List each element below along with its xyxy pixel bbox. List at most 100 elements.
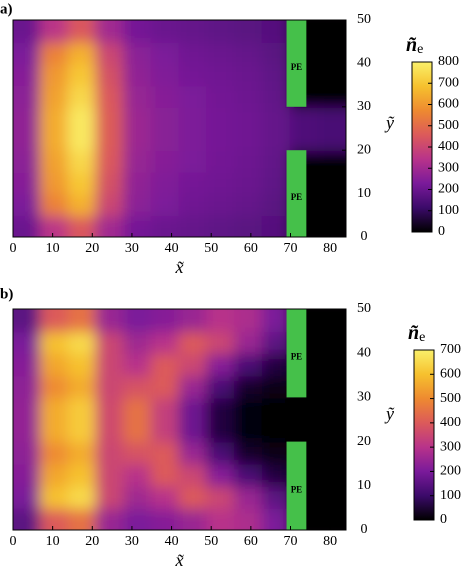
heatmap-cell bbox=[123, 462, 153, 487]
x-tick-label: 0 bbox=[10, 534, 17, 549]
heatmap-cell bbox=[234, 214, 264, 237]
heatmap-cell bbox=[234, 418, 264, 443]
heatmap-cell bbox=[39, 440, 70, 465]
colorbar-tick-label: 0 bbox=[440, 512, 447, 527]
electrode-label: PE bbox=[291, 352, 303, 362]
x-tick-label: 80 bbox=[323, 241, 337, 256]
heatmap-cell bbox=[317, 484, 346, 509]
heatmap-cell bbox=[123, 170, 153, 195]
heatmap-cell bbox=[289, 396, 320, 421]
electrode bbox=[286, 150, 307, 237]
heatmap-cell bbox=[317, 330, 346, 355]
heatmap-cell bbox=[123, 84, 153, 108]
heatmap-cell bbox=[150, 374, 181, 399]
heatmap-cell bbox=[206, 309, 236, 333]
y-tick-label: 40 bbox=[357, 345, 371, 360]
colorbar-tick-label: 500 bbox=[440, 391, 461, 406]
heatmap-cell bbox=[289, 127, 320, 152]
heatmap-cell bbox=[178, 84, 209, 108]
heatmap-cell bbox=[39, 105, 70, 130]
heatmap-cell bbox=[206, 462, 236, 487]
heatmap-cell bbox=[261, 84, 292, 108]
heatmap-cell bbox=[13, 192, 42, 217]
heatmap-cell bbox=[317, 84, 346, 108]
plot-frame bbox=[12, 19, 347, 238]
heatmap-cell bbox=[317, 396, 346, 421]
heatmap-cell bbox=[13, 20, 42, 43]
heatmap-cell bbox=[206, 192, 236, 217]
heatmap-cell bbox=[261, 40, 292, 65]
heatmap-cell bbox=[317, 20, 346, 43]
heatmap-cell bbox=[39, 484, 70, 509]
heatmap-cell bbox=[317, 170, 346, 195]
heatmap-cell bbox=[317, 127, 346, 152]
colorbar-tick-label: 800 bbox=[438, 54, 459, 69]
heatmap-cell bbox=[95, 418, 125, 443]
heatmap-cell bbox=[123, 309, 153, 333]
x-axis-label: x̃ bbox=[175, 550, 185, 566]
heatmap-cell bbox=[206, 105, 236, 130]
heatmap-cell bbox=[39, 462, 70, 487]
heatmap-cell bbox=[39, 374, 70, 399]
y-tick-label: 50 bbox=[357, 301, 371, 316]
heatmap-cell bbox=[178, 170, 209, 195]
heatmap-cell bbox=[178, 352, 209, 377]
colorbar-tick-label: 400 bbox=[440, 415, 461, 430]
heatmap-cell bbox=[317, 352, 346, 377]
heatmap-cell bbox=[13, 214, 42, 237]
y-tick-label: 30 bbox=[357, 99, 371, 114]
y-axis-label: ỹ bbox=[384, 404, 395, 424]
heatmap-cell bbox=[67, 20, 98, 43]
heatmap-cell bbox=[123, 62, 153, 87]
colorbar-tick-label: 0 bbox=[438, 224, 445, 239]
heatmap-cell bbox=[13, 352, 42, 377]
heatmap-cell bbox=[261, 192, 292, 217]
heatmap-cell bbox=[178, 440, 209, 465]
x-tick-label: 30 bbox=[125, 241, 139, 256]
panel-label: a) bbox=[0, 1, 13, 17]
heatmap-cell bbox=[123, 418, 153, 443]
heatmap-cell bbox=[123, 484, 153, 509]
heatmap-cell bbox=[67, 396, 98, 421]
heatmap-cell bbox=[261, 506, 292, 530]
heatmap-cell bbox=[123, 192, 153, 217]
heatmap-cell bbox=[67, 105, 98, 130]
heatmap-cell bbox=[13, 330, 42, 355]
heatmap-cell bbox=[13, 149, 42, 173]
heatmap-cell bbox=[317, 192, 346, 217]
heatmap-cell bbox=[234, 352, 264, 377]
heatmap-cell bbox=[150, 352, 181, 377]
heatmap-cell bbox=[150, 484, 181, 509]
heatmap-cell bbox=[13, 440, 42, 465]
heatmap-cell bbox=[67, 40, 98, 65]
heatmap-cell bbox=[67, 462, 98, 487]
heatmap-cell bbox=[95, 330, 125, 355]
panel: b) PE PE 0 10 20 30 40 50 60 70 80 0 10 20 30 40 50 x̃ ỹ 0 10… bbox=[0, 286, 461, 566]
x-tick-label: 10 bbox=[46, 241, 60, 256]
heatmap-cell bbox=[123, 127, 153, 152]
heatmap-cell bbox=[206, 440, 236, 465]
heatmap-cell bbox=[150, 62, 181, 87]
electrode-label: PE bbox=[291, 484, 303, 494]
colorbar-tick-label: 200 bbox=[438, 182, 459, 197]
colorbar-label: ñe bbox=[406, 34, 423, 58]
heatmap-cell bbox=[150, 440, 181, 465]
heatmap-cell bbox=[206, 40, 236, 65]
x-tick-label: 10 bbox=[46, 534, 60, 549]
heatmap-cell bbox=[67, 330, 98, 355]
electrode-label: PE bbox=[291, 62, 303, 72]
y-tick-label: 40 bbox=[357, 56, 371, 71]
heatmap-cell bbox=[95, 374, 125, 399]
heatmap-cell bbox=[13, 105, 42, 130]
x-tick-label: 40 bbox=[165, 534, 179, 549]
heatmap-cell bbox=[150, 84, 181, 108]
plot-frame bbox=[12, 308, 347, 531]
electrode bbox=[286, 441, 307, 530]
heatmap-cell bbox=[317, 214, 346, 237]
heatmap-cell bbox=[178, 149, 209, 173]
heatmap-cell bbox=[206, 506, 236, 530]
heatmap-cell bbox=[39, 506, 70, 530]
heatmap-cell bbox=[178, 374, 209, 399]
x-axis-label: x̃ bbox=[175, 257, 185, 277]
